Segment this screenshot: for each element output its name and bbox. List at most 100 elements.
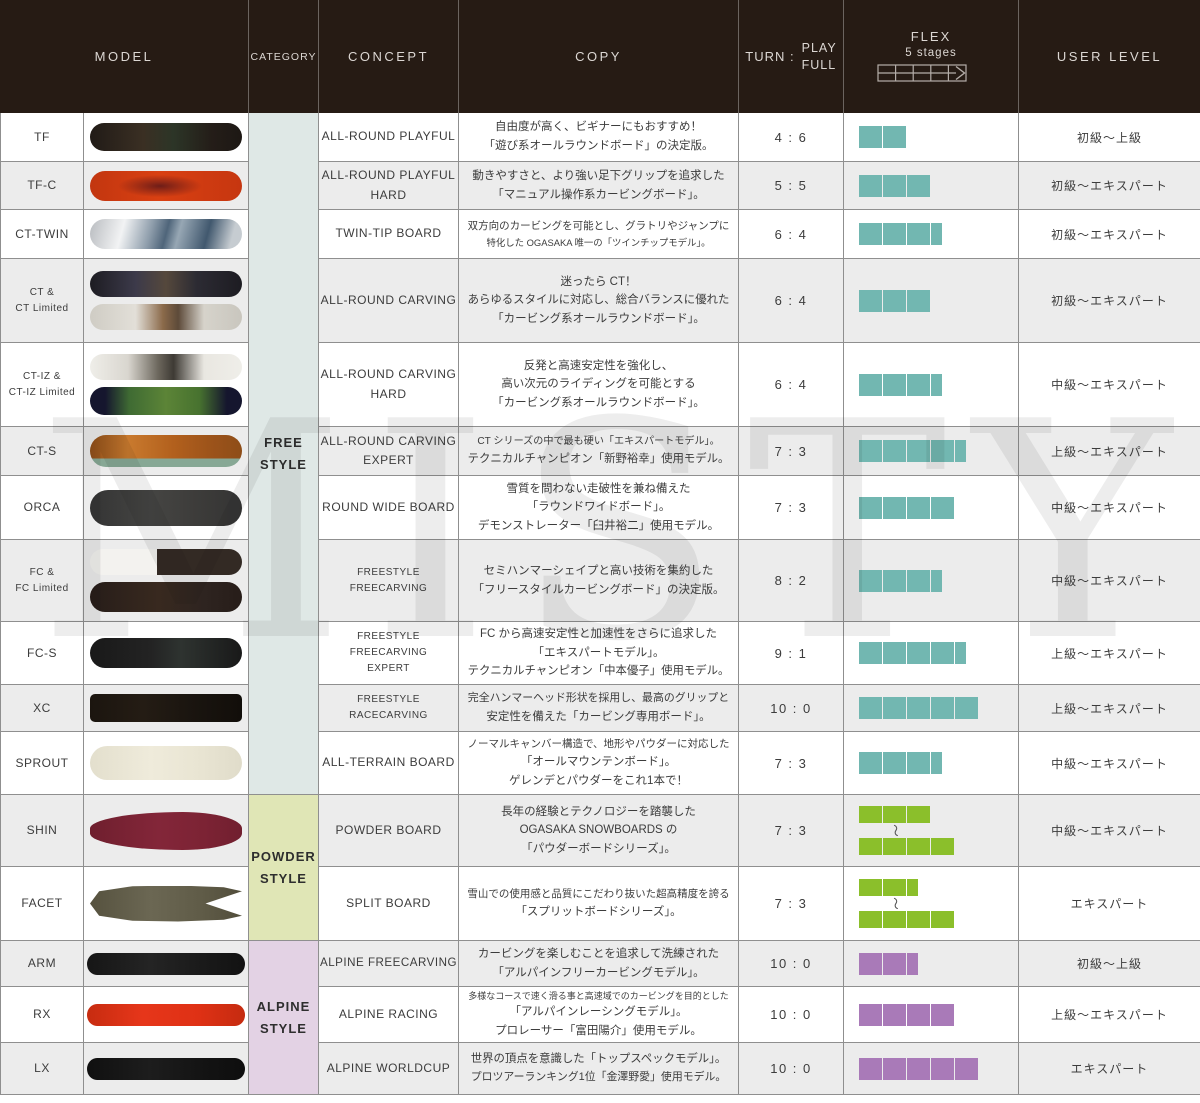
board-image-cell [84, 867, 249, 941]
flex-rating-cell [844, 210, 1019, 259]
flex-segment [859, 952, 882, 975]
flex-segment [859, 1003, 882, 1026]
board-graphic [87, 1003, 245, 1026]
flex-segment [931, 911, 954, 928]
header-turn: TURN : PLAY FULL [738, 0, 843, 113]
user-level-cell: 上級〜エキスパート [1019, 427, 1200, 476]
model-name-cell: RX [1, 987, 84, 1043]
copy-cell: 反発と高速安定性を強化し、 高い次元のライディングを可能とする 「カービング系オール… [459, 343, 739, 427]
copy-cell: 雪質を問わない走破性を兼ね備えた 「ラウンドワイドボード」。 デモンストレーター「臼… [459, 476, 739, 540]
board-image-cell [84, 113, 249, 162]
board-graphic [90, 489, 242, 526]
concept-cell: ALL-ROUND CARVING [319, 259, 459, 343]
flex-segment [883, 126, 906, 148]
board-image-cell [84, 162, 249, 210]
flex-half-segment [931, 569, 942, 592]
flex-segment [859, 1057, 882, 1080]
flex-segment [859, 879, 882, 896]
board-image-cell [84, 259, 249, 343]
flex-segment [931, 496, 954, 519]
user-level-cell: 初級〜エキスパート [1019, 259, 1200, 343]
flex-segment [931, 838, 954, 855]
flex-segment [955, 697, 978, 719]
board-graphic [90, 387, 242, 415]
flex-segment [931, 697, 954, 719]
board-graphic [90, 582, 242, 612]
flex-segment [907, 697, 930, 719]
board-image-cell [84, 941, 249, 987]
model-name-cell: CT-TWIN [1, 210, 84, 259]
turn-ratio-cell: 10 : 0 [739, 941, 844, 987]
flex-half-segment [907, 952, 918, 975]
flex-segment [883, 223, 906, 245]
concept-cell: ALL-TERRAIN BOARD [319, 732, 459, 795]
header-user-level: USER LEVEL [1018, 0, 1200, 113]
flex-rating-cell: 〜 [844, 867, 1019, 941]
flex-segment [907, 223, 930, 245]
flex-segment [883, 952, 906, 975]
flex-segment [907, 569, 930, 592]
flex-segment [907, 440, 930, 462]
category-cell: FREE STYLE [249, 113, 319, 795]
flex-half-segment [907, 879, 918, 896]
copy-cell: 自由度が高く、ビギナーにもおすすめ！ 「遊び系オールラウンドボード」の決定版。 [459, 113, 739, 162]
model-name-cell: XC [1, 685, 84, 732]
concept-cell: FREESTYLE RACECARVING [319, 685, 459, 732]
header-model: MODEL [94, 49, 154, 64]
copy-cell: カービングを楽しむことを追求して洗練された 「アルパインフリーカービングモデル」。 [459, 941, 739, 987]
flex-segment [883, 911, 906, 928]
concept-cell: ALL-ROUND CARVING EXPERT [319, 427, 459, 476]
flex-segment [883, 752, 906, 774]
flex-rating-cell [844, 540, 1019, 622]
board-graphic [87, 952, 245, 975]
flex-rating-cell [844, 259, 1019, 343]
flex-segment [859, 440, 882, 462]
turn-label: TURN : [745, 49, 795, 64]
flex-rating-cell [844, 113, 1019, 162]
copy-cell: セミハンマーシェイプと高い技術を集約した 「フリースタイルカービングボード」の決定… [459, 540, 739, 622]
turn-play-full: PLAY FULL [802, 40, 837, 74]
flex-segment [859, 373, 882, 396]
flex-segment [931, 1057, 954, 1080]
flex-segment [859, 697, 882, 719]
model-name-cell: FC & FC Limited [1, 540, 84, 622]
concept-cell: ALPINE RACING [319, 987, 459, 1043]
model-name-cell: LX [1, 1043, 84, 1095]
copy-cell: 長年の経験とテクノロジーを踏襲した OGASAKA SNOWBOARDS の「パウ… [459, 795, 739, 867]
flex-segment [859, 752, 882, 774]
copy-cell: ノーマルキャンバー構造で、地形やパウダーに対応した 「オールマウンテンボード」。ゲ… [459, 732, 739, 795]
turn-ratio-cell: 7 : 3 [739, 427, 844, 476]
flex-rating-cell [844, 476, 1019, 540]
table-header: MODEL CATEGORY CONCEPT COPY TURN : PLAY … [0, 0, 1200, 113]
copy-cell: 迷ったら CT！ あらゆるスタイルに対応し、総合バランスに優れた 「カービング系オー… [459, 259, 739, 343]
range-tilde-icon: 〜 [886, 895, 905, 912]
flex-segment [883, 697, 906, 719]
board-image-cell [84, 427, 249, 476]
flex-segment [883, 440, 906, 462]
board-image-cell [84, 622, 249, 685]
flex-rating-cell [844, 1043, 1019, 1095]
flex-segment [859, 806, 882, 823]
board-graphic [90, 219, 242, 249]
flex-half-segment [955, 642, 966, 664]
turn-full-label: FULL [801, 57, 837, 72]
category-cell: ALPINE STYLE [249, 941, 319, 1095]
flex-half-segment [931, 373, 942, 396]
header-flex: FLEX 5 stages [843, 0, 1018, 113]
flex-segment [859, 496, 882, 519]
flex-rating-cell: 〜 [844, 795, 1019, 867]
board-graphic [87, 1057, 245, 1080]
turn-ratio-cell: 9 : 1 [739, 622, 844, 685]
flex-segment [883, 838, 906, 855]
user-level-cell: 中級〜エキスパート [1019, 732, 1200, 795]
flex-subtitle: 5 stages [905, 47, 957, 59]
model-name-cell: FC-S [1, 622, 84, 685]
user-level-cell: 上級〜エキスパート [1019, 622, 1200, 685]
board-graphic [90, 304, 242, 330]
flex-segment [955, 1057, 978, 1080]
user-level-cell: 初級〜上級 [1019, 113, 1200, 162]
user-level-cell: 初級〜エキスパート [1019, 162, 1200, 210]
flex-segment [907, 174, 930, 197]
copy-cell: 双方向のカービングを可能とし、グラトリやジャンプに 特化した OGASAKA 唯一… [459, 210, 739, 259]
header-category: CATEGORY [248, 0, 318, 113]
